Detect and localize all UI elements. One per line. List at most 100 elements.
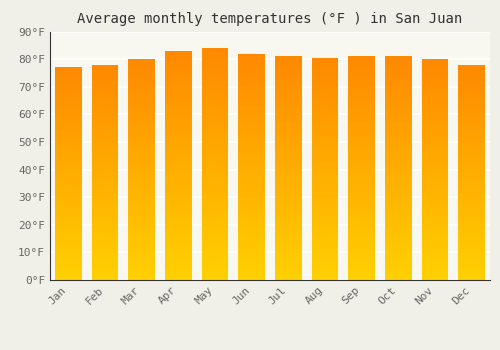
Bar (348, 146, 375, 149)
Bar (422, 128, 448, 131)
Bar (312, 141, 338, 144)
Bar (275, 138, 301, 140)
Bar (275, 149, 301, 152)
Bar (238, 54, 265, 56)
Bar (92, 162, 118, 164)
Bar (458, 78, 485, 81)
Bar (275, 65, 301, 68)
Bar (422, 244, 448, 247)
Bar (312, 260, 338, 263)
Bar (275, 112, 301, 115)
Bar (348, 199, 375, 202)
Bar (92, 213, 118, 215)
Bar (165, 137, 192, 140)
Bar (202, 158, 228, 161)
Bar (128, 109, 155, 112)
Bar (275, 121, 301, 124)
Bar (422, 161, 448, 164)
Bar (275, 277, 301, 280)
Bar (348, 96, 375, 98)
Bar (128, 189, 155, 192)
Bar (238, 215, 265, 218)
Bar (422, 156, 448, 159)
Bar (55, 155, 82, 158)
Bar (385, 65, 411, 68)
Bar (275, 82, 301, 84)
Bar (238, 121, 265, 124)
Bar (348, 152, 375, 154)
Bar (275, 241, 301, 244)
Bar (238, 254, 265, 257)
Bar (55, 83, 82, 86)
Bar (422, 125, 448, 128)
Bar (275, 96, 301, 98)
Bar (238, 184, 265, 187)
Bar (92, 153, 118, 156)
Bar (458, 248, 485, 250)
Bar (458, 153, 485, 156)
Bar (422, 228, 448, 230)
Bar (128, 62, 155, 65)
Bar (348, 138, 375, 140)
Bar (458, 194, 485, 197)
Bar (422, 87, 448, 90)
Bar (92, 102, 118, 105)
Bar (385, 179, 411, 182)
Bar (128, 90, 155, 92)
Bar (202, 60, 228, 63)
Bar (238, 164, 265, 167)
Bar (92, 245, 118, 248)
Bar (348, 79, 375, 82)
Bar (55, 128, 82, 131)
Bar (422, 178, 448, 181)
Bar (275, 174, 301, 176)
Bar (128, 131, 155, 134)
Bar (128, 217, 155, 219)
Bar (348, 70, 375, 73)
Bar (422, 90, 448, 92)
Bar (128, 156, 155, 159)
Bar (55, 192, 82, 195)
Bar (312, 108, 338, 111)
Bar (275, 252, 301, 255)
Bar (458, 162, 485, 164)
Bar (348, 160, 375, 163)
Bar (202, 242, 228, 245)
Bar (55, 118, 82, 120)
Bar (422, 205, 448, 208)
Bar (165, 97, 192, 99)
Bar (422, 167, 448, 169)
Bar (92, 223, 118, 226)
Bar (238, 206, 265, 209)
Bar (202, 237, 228, 239)
Bar (238, 141, 265, 144)
Bar (422, 239, 448, 241)
Bar (458, 215, 485, 218)
Bar (92, 191, 118, 194)
Bar (385, 115, 411, 118)
Bar (165, 211, 192, 214)
Bar (312, 135, 338, 138)
Bar (385, 101, 411, 104)
Bar (422, 269, 448, 272)
Bar (238, 274, 265, 277)
Bar (92, 272, 118, 275)
Bar (128, 76, 155, 78)
Bar (55, 232, 82, 235)
Bar (348, 232, 375, 235)
Bar (312, 236, 338, 238)
Bar (128, 128, 155, 131)
Bar (348, 269, 375, 272)
Bar (458, 132, 485, 135)
Bar (92, 248, 118, 250)
Bar (312, 105, 338, 108)
Bar (275, 79, 301, 82)
Bar (238, 153, 265, 155)
Bar (55, 245, 82, 248)
Bar (55, 205, 82, 208)
Bar (202, 199, 228, 202)
Bar (422, 277, 448, 280)
Bar (458, 191, 485, 194)
Bar (312, 155, 338, 158)
Bar (385, 232, 411, 235)
